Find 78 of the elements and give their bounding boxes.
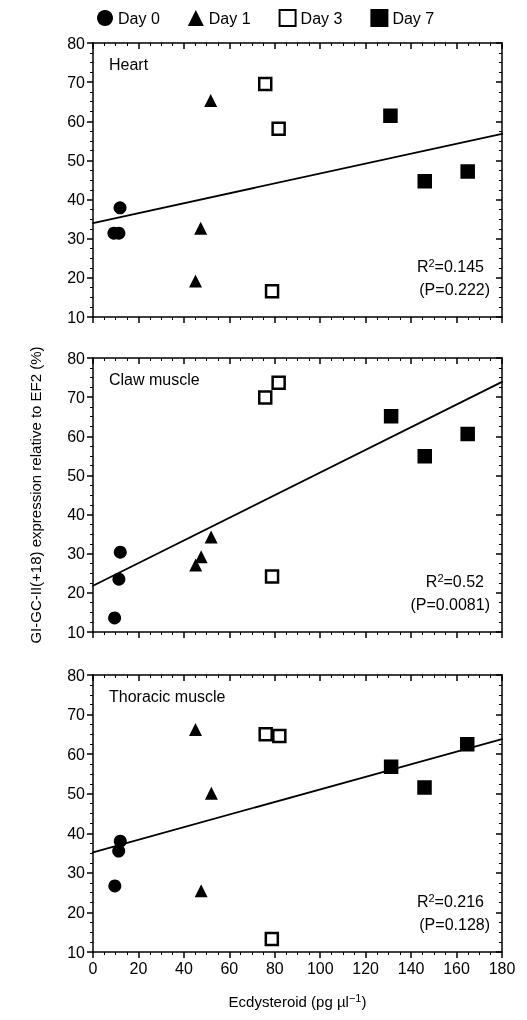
legend-label: Day 3: [300, 9, 343, 27]
point: [204, 786, 218, 800]
x-tick-label: 120: [352, 959, 380, 977]
y-tick-label: 60: [67, 112, 86, 130]
x-tick-label: 80: [265, 959, 284, 977]
y-tick-label: 30: [67, 864, 86, 882]
point: [417, 449, 432, 464]
point: [271, 375, 286, 390]
point: [194, 221, 208, 235]
y-tick-label: 70: [67, 73, 86, 91]
point: [194, 550, 208, 564]
y-tick-label: 50: [67, 466, 86, 484]
y-tick-label: 40: [67, 824, 86, 842]
point: [271, 121, 286, 136]
point: [188, 274, 202, 288]
y-tick-label: 30: [67, 230, 86, 248]
x-tick-label: 100: [306, 959, 334, 977]
y-tick-label: 40: [67, 191, 86, 209]
y-tick-label: 30: [67, 545, 86, 563]
point: [108, 879, 122, 893]
y-tick-label: 20: [67, 903, 86, 921]
point: [417, 173, 432, 189]
point: [112, 572, 126, 586]
point: [204, 530, 218, 544]
text: Claw muscle: [109, 370, 200, 388]
x-tick-label: 20: [129, 959, 148, 977]
y-axis-title: GI-GC-II(+18) expression relative to EF2 (%): [27, 346, 44, 644]
point: [257, 76, 273, 92]
y-tick-label: 50: [67, 151, 86, 169]
y-tick-label: 80: [67, 349, 86, 367]
point: [383, 409, 399, 424]
annotation: (P=0.222): [419, 280, 491, 298]
x-tick-label: 0: [88, 959, 98, 977]
y-tick-label: 80: [67, 34, 86, 52]
point: [264, 931, 280, 947]
y-tick-label: 10: [67, 308, 86, 326]
text: Heart: [109, 55, 149, 73]
point: [204, 94, 218, 108]
point: [257, 390, 273, 405]
point: [460, 164, 475, 179]
point: [108, 611, 122, 625]
y-tick-label: 20: [67, 584, 86, 602]
y-tick-label: 70: [67, 388, 86, 406]
point: [113, 201, 127, 215]
point: [417, 780, 432, 795]
point: [264, 283, 280, 299]
x-tick-label: 140: [397, 959, 425, 977]
y-tick-label: 60: [67, 427, 86, 445]
y-tick-label: 60: [67, 745, 86, 763]
point: [113, 834, 127, 848]
annotation: (P=0.128): [419, 915, 491, 933]
point: [258, 727, 273, 742]
point: [459, 737, 475, 752]
point: [189, 558, 203, 572]
x-tick-label: 160: [443, 959, 470, 977]
legend-label: Day 7: [392, 9, 435, 27]
point: [113, 545, 127, 559]
point: [272, 728, 287, 744]
y-tick-label: 10: [67, 623, 86, 641]
x-tick-label: 180: [488, 959, 516, 977]
point: [383, 108, 398, 124]
y-tick-label: 50: [67, 785, 86, 803]
annotation: (P=0.0081): [410, 595, 490, 613]
point: [194, 884, 208, 898]
text: Thoracic muscle: [109, 687, 226, 705]
point: [460, 426, 475, 442]
legend-label: Day 1: [208, 9, 251, 27]
y-tick-label: 70: [67, 706, 86, 724]
x-tick-label: 60: [220, 959, 239, 977]
point: [188, 723, 202, 737]
y-tick-label: 80: [67, 666, 86, 684]
point: [264, 569, 280, 584]
y-tick-label: 10: [67, 943, 86, 961]
point: [383, 759, 399, 775]
y-tick-label: 40: [67, 506, 86, 524]
legend-label: Day 0: [118, 9, 160, 27]
x-tick-label: 40: [174, 959, 193, 977]
y-tick-label: 20: [67, 269, 86, 287]
